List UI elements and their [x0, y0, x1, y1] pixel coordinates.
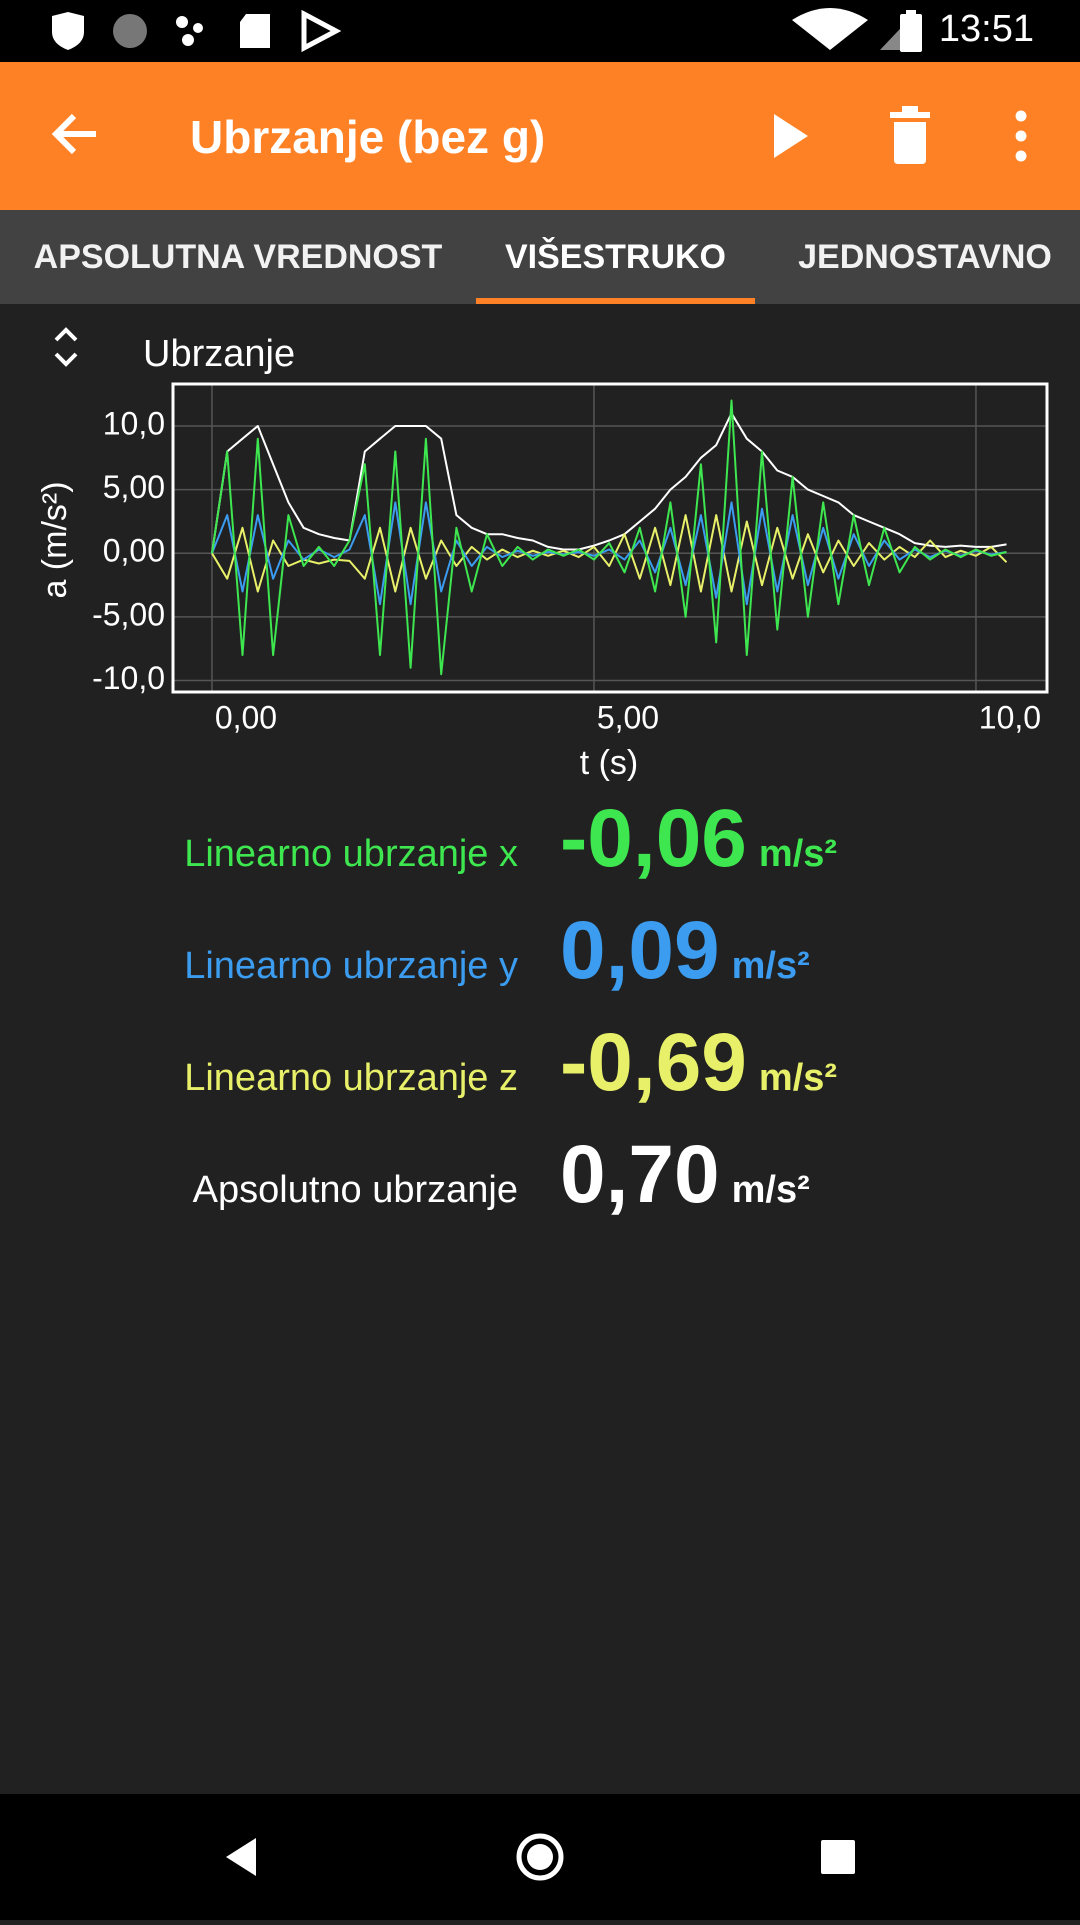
- shield-icon: [52, 12, 84, 50]
- dots-icon: [176, 16, 188, 28]
- readout-row: Linearno ubrzanje z -0,69 m/s²: [0, 1016, 1080, 1128]
- readout-label: Linearno ubrzanje x: [184, 833, 518, 875]
- tab[interactable]: APSOLUTNA VREDNOST: [33, 238, 443, 276]
- y-tick-label: 5,00: [103, 469, 165, 505]
- wifi-icon: [792, 8, 868, 50]
- readouts: Linearno ubrzanje x -0,06 m/s² Linearno ubr…: [0, 792, 1080, 1240]
- battery-icon: [900, 10, 922, 52]
- readout-value: 0,70: [560, 1129, 720, 1220]
- y-tick-label: -10,0: [92, 660, 165, 696]
- readout-value: 0,09: [560, 905, 720, 996]
- status-icons: [52, 9, 342, 53]
- tab[interactable]: JEDNOSTAVNO: [798, 238, 1052, 276]
- sync-icon: [113, 14, 147, 48]
- readout-unit: m/s²: [731, 945, 810, 987]
- more-button[interactable]: [1006, 106, 1036, 166]
- delete-button[interactable]: [888, 106, 934, 166]
- chart-title: Ubrzanje: [143, 333, 295, 375]
- recents-nav[interactable]: [821, 1840, 855, 1874]
- back-button[interactable]: [44, 104, 104, 164]
- expand-toggle[interactable]: [54, 327, 78, 367]
- x-tick-label: 10,0: [979, 699, 1041, 735]
- toolbar-title: Ubrzanje (bez g): [190, 111, 546, 163]
- tab-bar: APSOLUTNA VREDNOST VIŠESTRUKO JEDNOSTAVNO: [0, 210, 1080, 304]
- series-line: [211, 514, 1008, 593]
- series-line: [211, 412, 1007, 554]
- back-nav[interactable]: [226, 1838, 256, 1876]
- y-tick-label: 0,00: [103, 533, 165, 569]
- y-tick-label: -5,00: [92, 596, 165, 632]
- y-tick-label: 10,0: [103, 405, 165, 441]
- readout-unit: m/s²: [758, 833, 838, 875]
- home-nav-dot: [527, 1844, 553, 1870]
- readout-unit: m/s²: [758, 1057, 838, 1099]
- readout-unit: m/s²: [731, 1169, 810, 1211]
- readout-value: -0,06: [560, 793, 747, 884]
- play-button[interactable]: [766, 108, 816, 164]
- play-store-icon: [301, 9, 342, 53]
- toolbar: Ubrzanje (bez g): [0, 62, 1080, 210]
- nav-buttons: [226, 1833, 855, 1881]
- readout-row: Linearno ubrzanje x -0,06 m/s²: [0, 792, 1080, 904]
- tab-indicator: [476, 298, 755, 304]
- readout-value: -0,69: [560, 1017, 747, 1108]
- home-nav[interactable]: [516, 1833, 564, 1881]
- chart: Ubrzanje a (m/s²) t (s) 10,0 5,00 0,00 -5,0…: [36, 327, 1049, 782]
- x-tick-label: 5,00: [597, 699, 659, 735]
- status-bar: 13:51: [0, 0, 1080, 62]
- readout-row: Linearno ubrzanje y 0,09 m/s²: [0, 904, 1080, 1016]
- clock: 13:51: [938, 8, 1034, 50]
- navigation-bar: [0, 1794, 1080, 1920]
- sd-icon: [240, 14, 270, 48]
- x-axis-label: t (s): [580, 744, 639, 782]
- readout-label: Linearno ubrzanje y: [184, 945, 518, 987]
- dots-icon: [182, 34, 194, 46]
- readout-row: Apsolutno ubrzanje 0,70 m/s²: [0, 1128, 1080, 1240]
- y-axis-label: a (m/s²): [36, 481, 74, 598]
- plot-frame: [171, 382, 1049, 694]
- tab[interactable]: VIŠESTRUKO: [504, 238, 727, 276]
- readout-label: Linearno ubrzanje z: [184, 1057, 518, 1099]
- readout-label: Apsolutno ubrzanje: [192, 1169, 518, 1211]
- series-line: [211, 399, 1007, 676]
- x-tick-label: 0,00: [215, 699, 277, 735]
- dots-icon: [193, 23, 203, 33]
- series-line: [211, 501, 1007, 606]
